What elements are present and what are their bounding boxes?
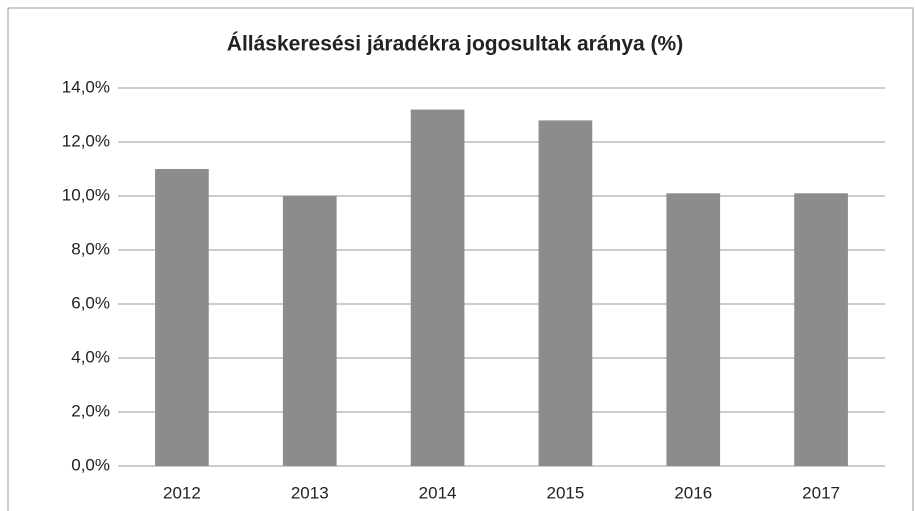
- bar: [410, 109, 465, 466]
- x-tick-label: 2014: [419, 483, 457, 502]
- x-tick-label: 2015: [547, 483, 585, 502]
- bar: [282, 196, 337, 466]
- bar: [538, 120, 593, 467]
- y-tick-label: 8,0%: [71, 239, 110, 258]
- y-tick-label: 2,0%: [71, 401, 110, 420]
- bar: [666, 193, 721, 467]
- x-tick-label: 2017: [802, 483, 840, 502]
- y-tick-label: 10,0%: [62, 185, 110, 204]
- y-tick-label: 6,0%: [71, 293, 110, 312]
- y-tick-label: 12,0%: [62, 131, 110, 150]
- x-tick-label: 2016: [674, 483, 712, 502]
- y-tick-label: 4,0%: [71, 347, 110, 366]
- chart-title: Álláskeresési járadékra jogosultak arány…: [227, 33, 683, 56]
- y-tick-label: 14,0%: [62, 77, 110, 96]
- x-tick-label: 2012: [163, 483, 201, 502]
- bar: [794, 193, 848, 467]
- bar: [155, 169, 209, 466]
- y-tick-label: 0,0%: [71, 455, 110, 474]
- x-tick-label: 2013: [291, 483, 329, 502]
